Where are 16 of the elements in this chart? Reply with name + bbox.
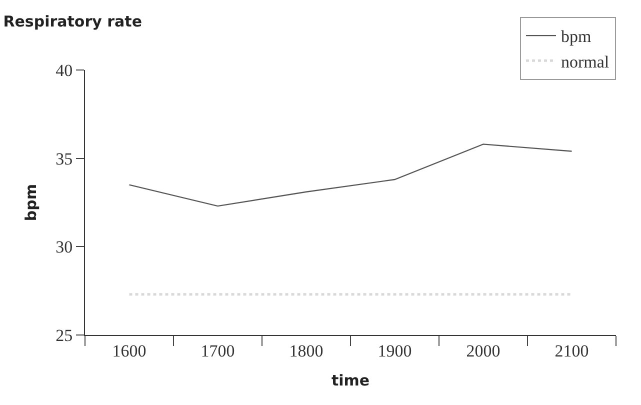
y-tick-label: 35 [56, 149, 73, 168]
line-series [128, 144, 572, 207]
chart-title: Respiratory rate [3, 12, 142, 31]
x-axis-title: time [331, 371, 370, 390]
legend-label: normal [561, 52, 610, 72]
y-tick-label: 30 [56, 238, 73, 257]
x-tick-label: 1800 [289, 341, 324, 360]
y-tick-label: 40 [56, 60, 73, 80]
y-tick-label: 25 [56, 326, 73, 345]
x-tick-label: 1700 [200, 341, 235, 360]
legend-label: bpm [561, 27, 592, 46]
x-tick-label: 2000 [466, 341, 500, 360]
x-tick-label: 1900 [378, 341, 412, 360]
y-axis-title: bpm [22, 184, 40, 222]
x-tick-label: 1600 [112, 341, 146, 360]
x-tick-label: 2100 [554, 341, 589, 360]
